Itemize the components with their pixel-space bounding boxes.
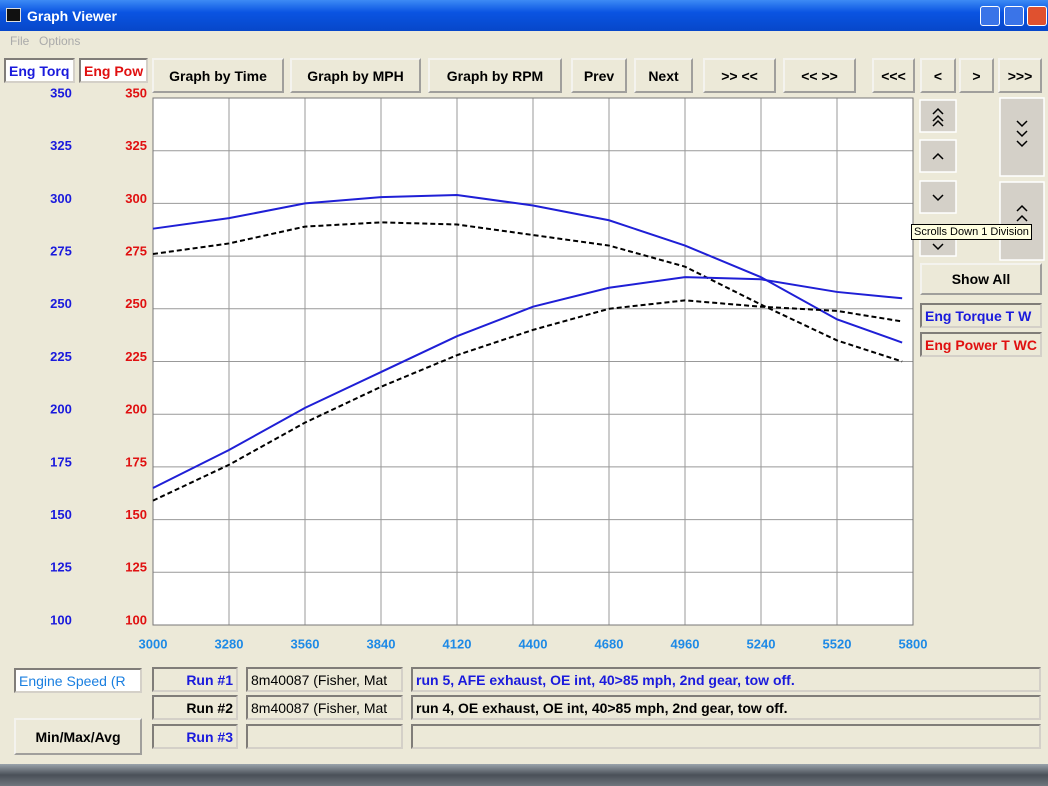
run-description: run 5, AFE exhaust, OE int, 40>85 mph, 2… <box>411 667 1041 692</box>
maximize-button[interactable] <box>1004 6 1024 26</box>
page-up[interactable] <box>999 181 1045 261</box>
y2-tick-label: 175 <box>125 454 147 469</box>
y-tick-label: 250 <box>50 296 72 311</box>
x-tick-label: 5800 <box>899 636 928 651</box>
x-tick-label: 5520 <box>823 636 852 651</box>
x-tick-label: 4120 <box>443 636 472 651</box>
x-tick-label: 3280 <box>215 636 244 651</box>
page-down[interactable] <box>999 97 1045 177</box>
series-line <box>152 221 903 363</box>
y2-tick-label: 300 <box>125 191 147 206</box>
app-icon <box>6 8 21 22</box>
x-tick-label: 5240 <box>747 636 776 651</box>
plot-border <box>152 97 914 626</box>
y-tick-label: 175 <box>50 454 72 469</box>
x-channel: Engine Speed (R <box>14 668 142 693</box>
toolbar-button[interactable]: Next <box>634 58 693 93</box>
y2-tick-label: 200 <box>125 402 147 417</box>
run-description: run 4, OE exhaust, OE int, 40>85 mph, 2n… <box>411 695 1041 720</box>
toolbar-button[interactable]: << >> <box>783 58 856 93</box>
run-file <box>246 724 403 749</box>
show-all-button[interactable]: Show All <box>920 263 1042 295</box>
scroll-up[interactable] <box>919 139 957 173</box>
legend-entry: Eng Power T WC <box>920 332 1042 357</box>
title-bar: Graph Viewer <box>0 0 1048 31</box>
toolbar-button[interactable]: < <box>920 58 956 93</box>
y-tick-label: 275 <box>50 244 72 259</box>
run-description <box>411 724 1041 749</box>
menu-item[interactable]: Options <box>39 34 81 48</box>
toolbar-button[interactable]: >>> <box>998 58 1042 93</box>
toolbar-button[interactable]: Graph by RPM <box>428 58 562 93</box>
run-label: Run #2 <box>152 695 238 720</box>
run-file: 8m40087 (Fisher, Mat <box>246 667 403 692</box>
toolbar-button[interactable]: >> << <box>703 58 776 93</box>
window-title: Graph Viewer <box>27 8 118 24</box>
y-tick-label: 325 <box>50 138 72 153</box>
y2-tick-label: 125 <box>125 560 147 575</box>
x-tick-label: 4680 <box>595 636 624 651</box>
close-button[interactable] <box>1027 6 1047 26</box>
y2-tick-label: 325 <box>125 138 147 153</box>
desktop-strip <box>0 764 1048 786</box>
y2-tick-label: 225 <box>125 349 147 364</box>
toolbar-button[interactable]: Graph by MPH <box>290 58 421 93</box>
minimize-button[interactable] <box>980 6 1000 26</box>
y2-tick-label: 150 <box>125 507 147 522</box>
y2-tick-label: 275 <box>125 244 147 259</box>
x-tick-label: 4400 <box>519 636 548 651</box>
y-tick-label: 225 <box>50 349 72 364</box>
y-tick-label: 300 <box>50 191 72 206</box>
chart: 100 125 150 175 200 225 250 275 300 325 350 100 125 1… <box>50 85 928 651</box>
x-tick-label: 3000 <box>139 636 168 651</box>
toolbar-button[interactable]: <<< <box>872 58 915 93</box>
toolbar-button[interactable]: > <box>959 58 994 93</box>
y2-tick-label: 100 <box>125 612 147 627</box>
y-tick-label: 350 <box>50 85 72 100</box>
scroll-down[interactable] <box>919 180 957 214</box>
tooltip: Scrolls Down 1 Division <box>911 224 1032 240</box>
y-tick-label: 125 <box>50 560 72 575</box>
y2-tick-label: 250 <box>125 296 147 311</box>
x-tick-label: 3840 <box>367 636 396 651</box>
y-tick-label: 100 <box>50 612 72 627</box>
menu-item[interactable]: File <box>10 34 30 48</box>
series-line <box>152 299 903 502</box>
y2-tick-label: 350 <box>125 85 147 100</box>
y-tick-label: 150 <box>50 507 72 522</box>
axis-tab[interactable]: Eng Torq <box>4 58 75 83</box>
scroll-buttons <box>919 97 1045 261</box>
legend-entry: Eng Torque T W <box>920 303 1042 328</box>
toolbar-button[interactable]: Prev <box>571 58 627 93</box>
series-line <box>152 193 903 344</box>
series-line <box>152 276 903 489</box>
run-file: 8m40087 (Fisher, Mat <box>246 695 403 720</box>
y-tick-label: 200 <box>50 402 72 417</box>
x-tick-label: 4960 <box>671 636 700 651</box>
run-label: Run #1 <box>152 667 238 692</box>
axis-tab[interactable]: Eng Pow <box>79 58 148 83</box>
x-tick-label: 3560 <box>291 636 320 651</box>
run-label: Run #3 <box>152 724 238 749</box>
min-max-avg-button[interactable]: Min/Max/Avg <box>14 718 142 755</box>
toolbar-button[interactable]: Graph by Time <box>152 58 284 93</box>
